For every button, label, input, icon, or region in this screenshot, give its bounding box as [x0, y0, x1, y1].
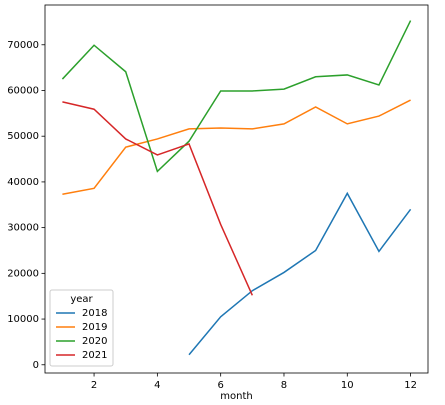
legend-label: 2021 — [82, 350, 107, 361]
legend-label: 2019 — [82, 322, 107, 333]
legend-title: year — [70, 294, 93, 305]
x-tick-label: 10 — [341, 380, 354, 391]
plot-frame — [44, 4, 429, 374]
x-tick-label: 4 — [154, 380, 160, 391]
y-tick-label: 20000 — [7, 268, 39, 279]
y-tick-label: 30000 — [7, 223, 39, 234]
y-tick-label: 40000 — [7, 177, 39, 188]
line-series — [61, 20, 412, 173]
x-tick-label: 6 — [217, 380, 223, 391]
y-tick-label: 60000 — [7, 85, 39, 96]
x-tick-label: 2 — [91, 380, 97, 391]
x-axis-label: month — [220, 391, 252, 402]
y-tick-label: 0 — [33, 360, 39, 371]
legend-box — [49, 289, 114, 367]
legend-label: 2018 — [82, 308, 107, 319]
y-tick-label: 10000 — [7, 314, 39, 325]
x-tick-label: 12 — [404, 380, 417, 391]
x-tick-label: 8 — [281, 380, 287, 391]
y-tick-label: 50000 — [7, 131, 39, 142]
y-tick-label: 70000 — [7, 40, 39, 51]
line-series — [188, 191, 412, 356]
line-series — [62, 101, 254, 296]
line-series — [62, 99, 411, 195]
legend-label: 2020 — [82, 336, 107, 347]
